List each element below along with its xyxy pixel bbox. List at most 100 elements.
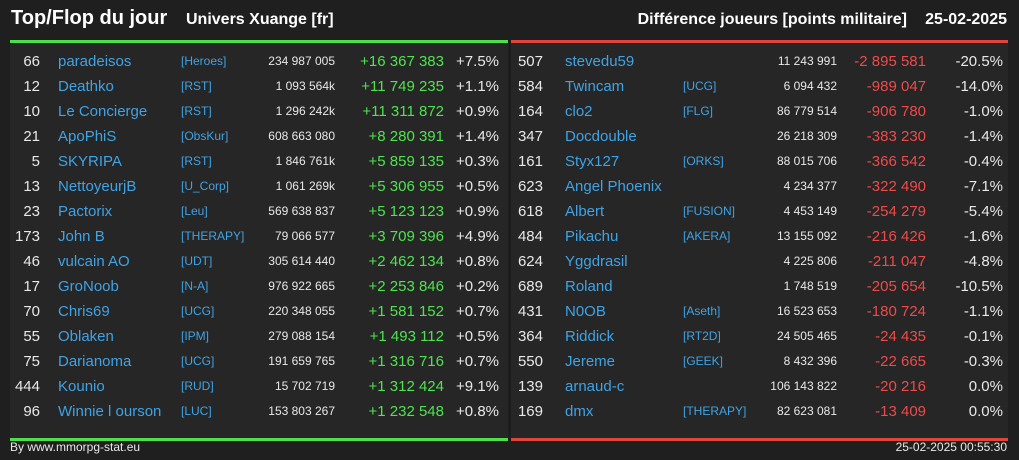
player-name[interactable]: Albert <box>565 203 605 220</box>
player-points: 13 155 092 <box>776 229 837 243</box>
top-player-row: 70 Chris69 [UCG] 220 348 055 +1 581 152 +0.7% <box>10 299 508 324</box>
player-name[interactable]: Pikachu <box>565 228 619 245</box>
alliance-tag: [THERAPY] <box>683 404 747 418</box>
player-points: 1 093 564k <box>275 79 335 93</box>
percent-change: -14.0% <box>955 78 1003 95</box>
percent-change: +4.9% <box>456 228 499 245</box>
flop-player-row: 431 N0OB [Aseth] 16 523 653 -180 724 -1.1% <box>511 299 1008 324</box>
player-name[interactable]: Chris69 <box>58 303 110 320</box>
percent-change: +0.3% <box>456 153 499 170</box>
player-points: 1 748 519 <box>783 279 837 293</box>
points-difference: +1 312 424 <box>368 378 445 395</box>
player-points: 1 846 761k <box>275 154 335 168</box>
player-points: 569 638 837 <box>268 204 335 218</box>
points-difference: +16 367 383 <box>360 53 444 70</box>
player-points: 153 803 267 <box>268 404 335 418</box>
alliance-tag: [ObsKur] <box>181 129 229 143</box>
report-date: 25-02-2025 <box>925 11 1007 28</box>
percent-change: +0.5% <box>456 178 499 195</box>
player-name[interactable]: stevedu59 <box>565 53 635 70</box>
flop-player-row: 364 Riddick [RT2D] 24 505 465 -24 435 -0.1% <box>511 324 1008 349</box>
player-name[interactable]: Yggdrasil <box>565 253 628 270</box>
alliance-tag: [ORKS] <box>683 154 724 168</box>
player-name[interactable]: Styx127 <box>565 153 620 170</box>
player-rank: 139 <box>517 378 543 395</box>
player-rank: 164 <box>517 103 543 120</box>
player-name[interactable]: arnaud-c <box>565 378 625 395</box>
player-points: 234 987 005 <box>268 54 335 68</box>
player-rank: 96 <box>23 403 40 420</box>
points-difference: -22 665 <box>875 353 926 370</box>
top-player-row: 66 paradeisos [Heroes] 234 987 005 +16 367 3… <box>10 49 508 74</box>
flop-player-row: 624 Yggdrasil 4 225 806 -211 047 -4.8% <box>511 249 1008 274</box>
player-rank: 484 <box>517 228 543 245</box>
player-name[interactable]: Le Concierge <box>58 103 148 120</box>
player-name[interactable]: Jereme <box>565 353 616 370</box>
flop-player-row: 484 Pikachu [AKERA] 13 155 092 -216 426 -1.6% <box>511 224 1008 249</box>
player-name[interactable]: Oblaken <box>58 328 114 345</box>
flop-player-row: 139 arnaud-c 106 143 822 -20 216 0.0% <box>511 374 1008 399</box>
player-rank: 584 <box>517 78 543 95</box>
player-rank: 17 <box>23 278 40 295</box>
player-points: 86 779 514 <box>776 104 837 118</box>
percent-change: +0.9% <box>456 203 499 220</box>
player-name[interactable]: vulcain AO <box>58 253 130 270</box>
percent-change: +0.5% <box>456 328 499 345</box>
top-player-row: 5 SKYRIPA [RST] 1 846 761k +5 859 135 +0.3% <box>10 149 508 174</box>
alliance-tag: [U_Corp] <box>181 179 230 193</box>
player-points: 4 234 377 <box>783 179 837 193</box>
points-difference: +5 859 135 <box>368 153 445 170</box>
alliance-tag: [UDT] <box>181 254 213 268</box>
player-rank: 169 <box>517 403 543 420</box>
player-name[interactable]: ApoPhiS <box>58 128 117 145</box>
percent-change: -0.4% <box>963 153 1003 170</box>
player-name[interactable]: Pactorix <box>58 203 113 220</box>
player-name[interactable]: Kounio <box>58 378 105 395</box>
player-points: 6 094 432 <box>783 79 837 93</box>
universe-label: Univers Xuange [fr] <box>186 11 334 28</box>
player-rank: 23 <box>23 203 40 220</box>
player-points: 1 296 242k <box>275 104 335 118</box>
percent-change: -1.4% <box>963 128 1003 145</box>
player-name[interactable]: NettoyeurjB <box>58 178 137 195</box>
points-difference: -989 047 <box>866 78 926 95</box>
top-player-row: 10 Le Concierge [RST] 1 296 242k +11 311 872… <box>10 99 508 124</box>
flop-player-row: 550 Jereme [GEEK] 8 432 396 -22 665 -0.3% <box>511 349 1008 374</box>
percent-change: -0.3% <box>963 353 1003 370</box>
player-points: 279 088 154 <box>268 329 335 343</box>
player-rank: 12 <box>23 78 40 95</box>
player-rank: 66 <box>23 53 40 70</box>
player-name[interactable]: dmx <box>565 403 594 420</box>
player-name[interactable]: clo2 <box>565 103 593 120</box>
player-rank: 46 <box>23 253 40 270</box>
player-points: 82 623 081 <box>776 404 837 418</box>
alliance-tag: [RST] <box>181 104 212 118</box>
player-name[interactable]: SKYRIPA <box>58 153 122 170</box>
generated-timestamp: 25-02-2025 00:55:30 <box>895 440 1007 454</box>
player-name[interactable]: John B <box>58 228 105 245</box>
player-name[interactable]: Twincam <box>565 78 625 95</box>
player-name[interactable]: Deathko <box>58 78 114 95</box>
player-name[interactable]: Winnie l ourson <box>58 403 162 420</box>
player-points: 976 922 665 <box>268 279 335 293</box>
player-points: 191 659 765 <box>268 354 335 368</box>
player-name[interactable]: paradeisos <box>58 53 132 70</box>
player-name[interactable]: Riddick <box>565 328 615 345</box>
percent-change: -1.0% <box>963 103 1003 120</box>
player-name[interactable]: Angel Phoenix <box>565 178 662 195</box>
points-difference: +1 493 112 <box>369 328 444 345</box>
player-name[interactable]: N0OB <box>565 303 606 320</box>
player-name[interactable]: Docdouble <box>565 128 637 145</box>
player-rank: 444 <box>14 378 40 395</box>
points-difference: -366 542 <box>866 153 926 170</box>
player-name[interactable]: Roland <box>565 278 613 295</box>
player-name[interactable]: GroNoob <box>58 278 119 295</box>
alliance-tag: [AKERA] <box>683 229 731 243</box>
percent-change: -1.1% <box>963 303 1003 320</box>
player-rank: 75 <box>23 353 40 370</box>
points-difference: +3 709 396 <box>368 228 445 245</box>
flop-player-row: 623 Angel Phoenix 4 234 377 -322 490 -7.1% <box>511 174 1008 199</box>
player-rank: 347 <box>517 128 543 145</box>
player-name[interactable]: Darianoma <box>58 353 132 370</box>
flop-player-row: 347 Docdouble 26 218 309 -383 230 -1.4% <box>511 124 1008 149</box>
